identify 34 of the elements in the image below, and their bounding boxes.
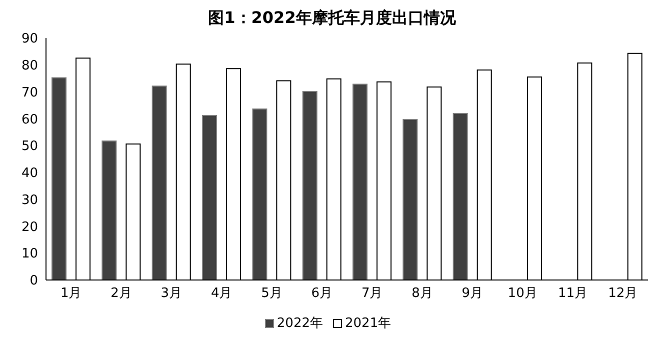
x-tick-label: 1月: [60, 286, 82, 302]
y-tick-label: 70: [21, 85, 38, 100]
x-tick-label: 5月: [261, 286, 282, 302]
bar: [402, 118, 418, 280]
bar: [302, 91, 318, 280]
y-tick-label: 80: [21, 58, 38, 74]
y-tick-label: 40: [21, 166, 38, 182]
y-tick-label: 90: [21, 32, 38, 47]
y-tick-label: 0: [30, 274, 38, 289]
legend-label: 2022年: [276, 315, 323, 332]
bar: [452, 113, 468, 280]
bar: [52, 77, 67, 280]
y-tick-label: 60: [21, 112, 38, 128]
y-tick-label: 50: [21, 139, 38, 154]
bar: [102, 140, 117, 280]
x-tick-label: 4月: [210, 286, 232, 302]
bar: [352, 84, 368, 280]
bar: [252, 108, 268, 280]
y-tick-label: 20: [21, 220, 38, 235]
x-tick-label: 6月: [311, 286, 333, 302]
x-tick-label: 3月: [160, 286, 182, 302]
legend-label: 2021年: [345, 315, 392, 332]
x-tick-label: 8月: [412, 286, 433, 302]
x-tick-label: 10月: [508, 286, 538, 302]
x-tick-label: 2月: [110, 286, 132, 302]
x-tick-label: 9月: [462, 286, 484, 302]
bar: [152, 86, 167, 280]
chart-title: 图1：2022年摩托车月度出口情况: [207, 8, 457, 29]
y-tick-label: 10: [21, 246, 38, 262]
x-tick-label: 12月: [608, 286, 638, 302]
x-tick-label: 11月: [558, 286, 588, 302]
x-tick-label: 7月: [361, 286, 383, 302]
y-tick-label: 30: [21, 192, 38, 208]
bar: [202, 114, 218, 280]
